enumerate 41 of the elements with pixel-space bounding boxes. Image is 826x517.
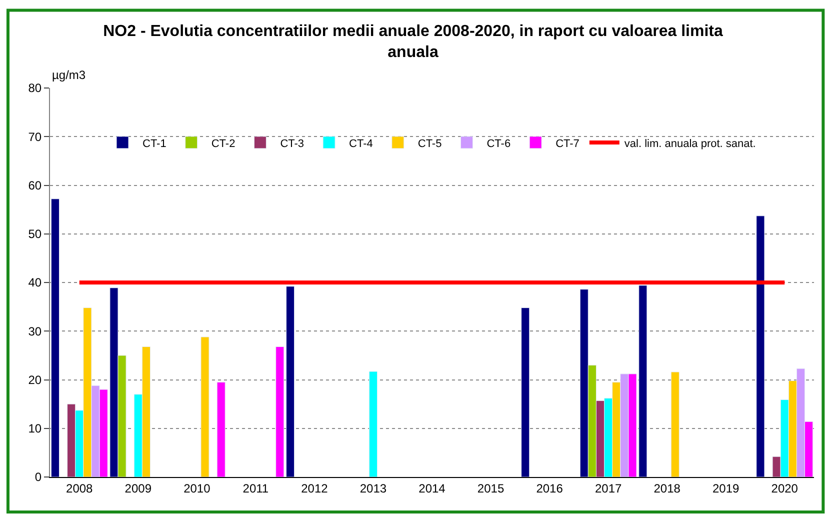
- x-tick-label: 2016: [536, 481, 564, 496]
- bar: [670, 372, 680, 477]
- x-tick-label: 2019: [712, 481, 740, 496]
- bar: [286, 286, 295, 477]
- y-tick-label: 30: [28, 324, 42, 338]
- x-tick-label: 2014: [418, 481, 446, 496]
- x-tick-label: 2011: [242, 481, 269, 496]
- x-tick-label: 2015: [477, 481, 504, 496]
- y-tick-label: 10: [28, 422, 42, 436]
- x-tick-label: 2018: [654, 481, 681, 496]
- y-tick-label: 20: [28, 372, 42, 387]
- x-tick-label: 2020: [771, 481, 798, 496]
- y-tick-label: 80: [28, 81, 42, 96]
- x-tick-label: 2008: [66, 481, 94, 496]
- bar: [216, 382, 226, 477]
- legend-label: CT-6: [486, 138, 511, 150]
- y-tick-label: 60: [28, 178, 42, 192]
- x-tick-label: 2012: [301, 481, 328, 496]
- legend-label: val. lim. anuala prot. sanat.: [624, 138, 756, 150]
- x-tick-label: 2009: [124, 481, 152, 496]
- chart-title: NO2 - Evolutia concentratiilor medii anuale 2008-2020, in raport cu valoarea limita anuala: [103, 23, 723, 61]
- legend-label: CT-5: [418, 138, 442, 150]
- x-tick-label: 2017: [594, 481, 622, 496]
- bar: [756, 216, 765, 477]
- y-axis-title: µg/m3: [52, 68, 86, 82]
- x-tick-label: 2013: [360, 481, 387, 496]
- legend-label: CT-1: [142, 138, 166, 150]
- legend-label: CT-3: [280, 138, 304, 150]
- y-tick-label: 70: [28, 130, 42, 144]
- legend-label: CT-7: [556, 138, 580, 150]
- bar: [276, 346, 284, 477]
- bar: [50, 198, 60, 477]
- bar: [521, 308, 530, 477]
- legend-label: CT-4: [349, 138, 373, 150]
- y-tick-label: 40: [28, 276, 42, 290]
- legend-label: CT-2: [211, 138, 236, 150]
- bar: [200, 336, 210, 477]
- bar: [368, 371, 378, 477]
- y-tick-label: 0: [34, 470, 42, 484]
- x-tick-label: 2010: [184, 481, 211, 496]
- y-tick-label: 50: [28, 227, 42, 242]
